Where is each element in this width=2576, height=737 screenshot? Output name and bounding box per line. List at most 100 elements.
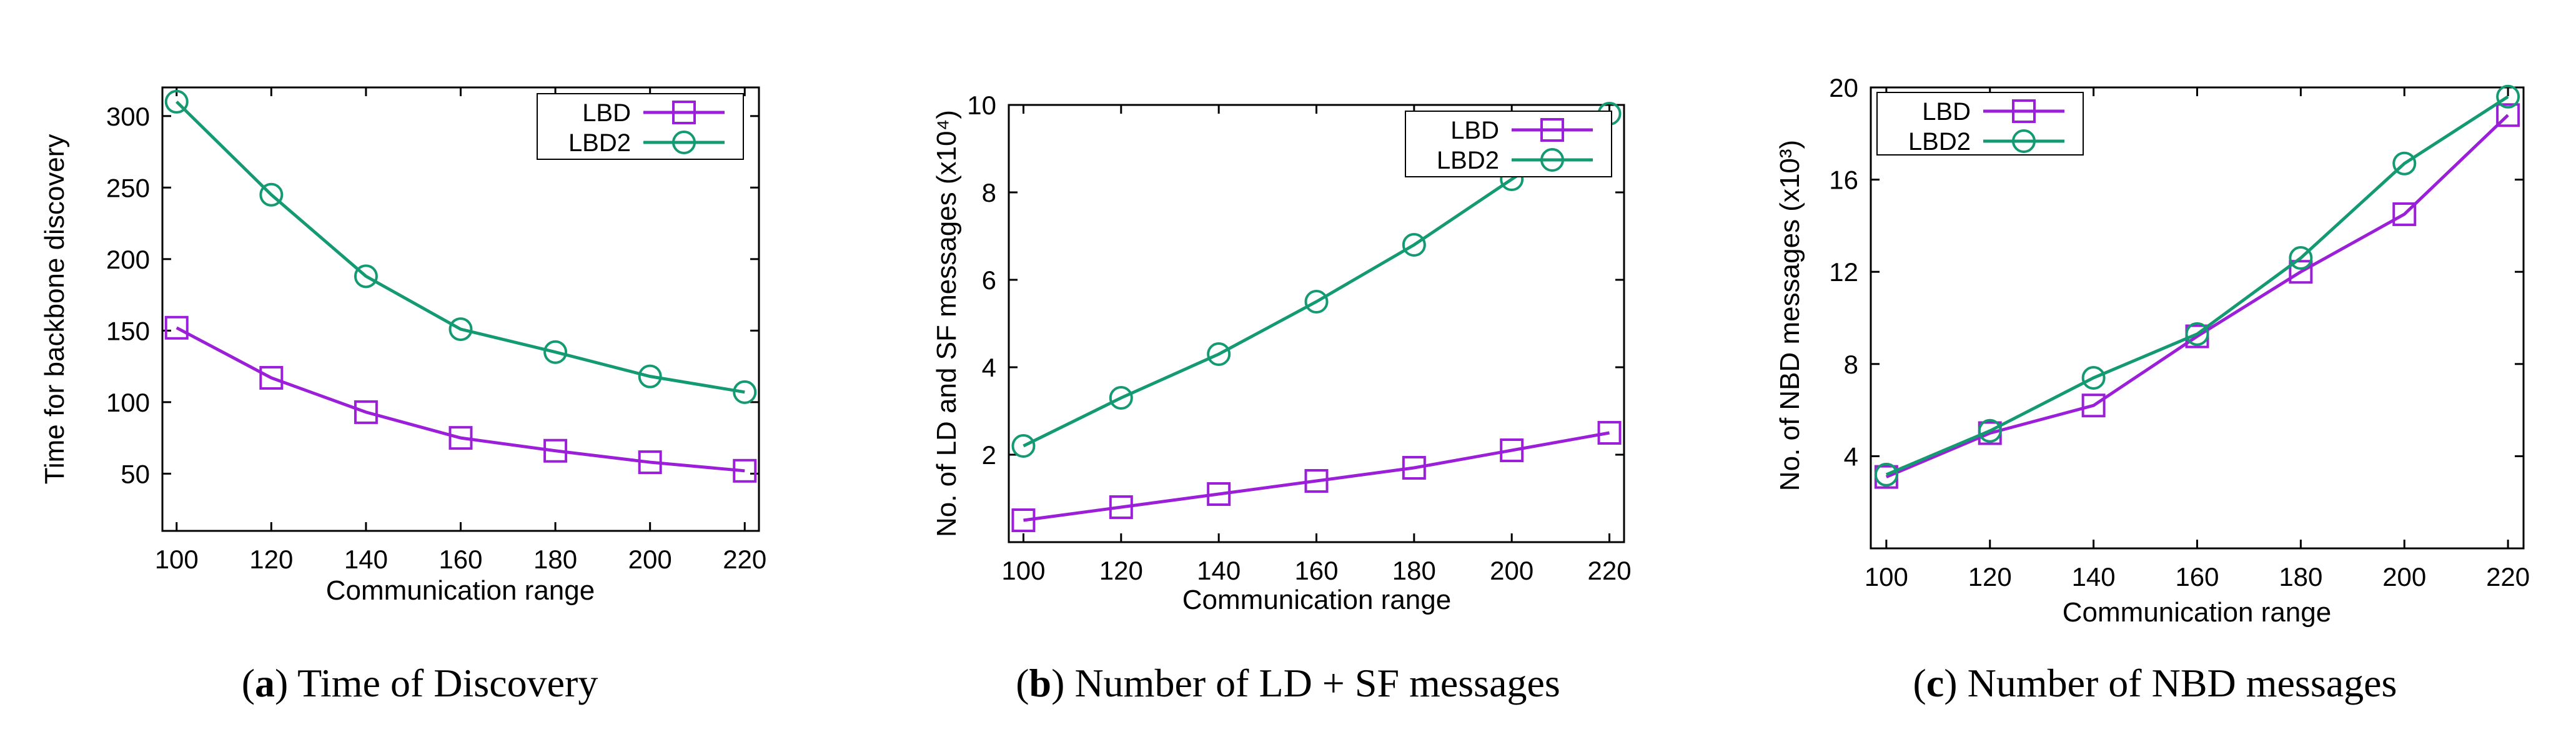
- series-group: [164, 89, 757, 483]
- data-point-lbd: [1011, 508, 1036, 532]
- data-point-lbd: [1500, 438, 1524, 462]
- data-point-lbd2: [354, 264, 378, 289]
- data-point-lbd: [2392, 202, 2417, 226]
- data-point-lbd: [733, 458, 757, 483]
- legend-label-lbd2: LBD2: [568, 129, 631, 157]
- y-tick-label: 100: [106, 388, 150, 417]
- legend-marker-lbd2: [2012, 129, 2036, 153]
- series-line-lbd: [176, 326, 745, 473]
- y-tick-label: 150: [106, 316, 150, 345]
- y-tick-label: 4: [1844, 442, 1858, 471]
- panel-caption: (a) Time of Discovery: [242, 661, 598, 705]
- y-tick-label: 2: [982, 440, 996, 470]
- data-point-lbd: [448, 426, 473, 450]
- y-tick-label: 200: [106, 245, 150, 274]
- data-point-lbd: [543, 438, 568, 463]
- x-tick-label: 200: [628, 545, 672, 574]
- y-tick-label: 4: [982, 353, 996, 382]
- data-point-lbd2: [543, 340, 568, 364]
- y-tick-label: 10: [967, 91, 996, 120]
- x-tick-label: 220: [1588, 556, 1632, 585]
- data-point-lbd2: [733, 380, 757, 404]
- data-point-lbd2: [1011, 434, 1036, 458]
- panel-letter: b: [1029, 661, 1052, 705]
- data-point-lbd2: [448, 317, 473, 342]
- x-tick-label: 100: [155, 545, 199, 574]
- x-tick-label: 120: [1968, 562, 2012, 591]
- y-axis-label: No. of LD and SF messages (x10⁴): [931, 110, 962, 537]
- caption-text: ) Time of Discovery: [275, 661, 598, 705]
- data-point-lbd2: [1109, 386, 1133, 410]
- data-point-lbd: [1304, 469, 1329, 493]
- data-point-lbd: [2081, 393, 2106, 418]
- y-ticks: 50 100 150 200 250 300: [106, 102, 759, 488]
- panel-caption: (b) Number of LD + SF messages: [1016, 661, 1560, 705]
- legend-marker-lbd2: [672, 131, 696, 154]
- legend-label-lbd: LBD: [582, 99, 631, 127]
- y-ticks: 2 4 6 8 10: [967, 91, 1624, 470]
- y-axis-label: Time for backbone discovery: [39, 134, 70, 485]
- plot-frame: [1870, 86, 2525, 550]
- y-tick-label: 12: [1829, 257, 1858, 287]
- x-ticks: 100 120 140 160 180 200 220: [1001, 105, 1632, 585]
- y-tick-label: 20: [1829, 73, 1858, 102]
- series-line-lbd2: [1885, 95, 2509, 477]
- legend-box: [537, 93, 744, 160]
- data-point-lbd2: [2392, 151, 2417, 176]
- x-tick-label: 100: [1865, 562, 1908, 591]
- x-tick-label: 160: [2175, 562, 2219, 591]
- legend-box: [1405, 111, 1612, 177]
- data-point-lbd2: [2185, 322, 2209, 346]
- data-point-lbd: [1207, 482, 1231, 506]
- x-tick-label: 140: [2072, 562, 2116, 591]
- x-tick-label: 120: [1099, 556, 1143, 585]
- data-point-lbd2: [1402, 233, 1426, 257]
- panel-b-ld-sf-messages: 2 4 6 8 10 100 120 140 160 180 200 220 LBD LBD2 Com…: [931, 91, 1632, 705]
- data-point-lbd: [354, 400, 378, 424]
- series-line-lbd2: [1023, 112, 1610, 448]
- data-point-lbd2: [1304, 290, 1329, 314]
- y-tick-label: 16: [1829, 166, 1858, 195]
- x-axis-label: Communication range: [1182, 585, 1451, 615]
- legend-box: [1876, 92, 2084, 156]
- x-tick-label: 220: [2486, 562, 2530, 591]
- series-line-lbd2: [175, 101, 745, 394]
- x-ticks: 100 120 140 160 180 200 220: [155, 87, 766, 574]
- series-group: [1874, 84, 2520, 489]
- data-point-lbd2: [638, 364, 662, 388]
- x-axis-label: Communication range: [326, 575, 595, 606]
- data-point-lbd: [164, 315, 189, 340]
- x-tick-label: 200: [1490, 556, 1533, 585]
- legend-label-lbd: LBD: [1922, 98, 1971, 126]
- legend-label-lbd2: LBD2: [1908, 128, 1971, 156]
- x-tick-label: 160: [1294, 556, 1338, 585]
- y-tick-label: 250: [106, 173, 150, 202]
- data-point-lbd: [259, 365, 284, 390]
- x-axis-label: Communication range: [2063, 597, 2331, 628]
- y-tick-label: 50: [121, 459, 150, 488]
- x-tick-label: 180: [1392, 556, 1436, 585]
- legend-marker-lbd: [1540, 118, 1564, 142]
- x-tick-label: 180: [2279, 562, 2322, 591]
- caption-text: ) Number of LD + SF messages: [1051, 661, 1560, 705]
- data-point-lbd2: [259, 182, 284, 207]
- panel-caption: (c) Number of NBD messages: [1913, 661, 2397, 705]
- y-axis-label: No. of NBD messages (x10³): [1775, 140, 1805, 491]
- panel-letter: a: [255, 661, 275, 705]
- y-tick-label: 8: [982, 178, 996, 207]
- y-tick-label: 300: [106, 102, 150, 131]
- x-tick-label: 100: [1001, 556, 1045, 585]
- data-point-lbd2: [1207, 342, 1231, 366]
- x-tick-label: 160: [438, 545, 482, 574]
- x-tick-label: 140: [344, 545, 388, 574]
- series-line-lbd: [1023, 431, 1610, 522]
- legend-marker-lbd: [2012, 99, 2036, 123]
- data-point-lbd2: [1978, 418, 2002, 443]
- panel-letter: c: [1926, 661, 1944, 705]
- x-tick-label: 140: [1197, 556, 1241, 585]
- legend-marker-lbd: [672, 101, 696, 124]
